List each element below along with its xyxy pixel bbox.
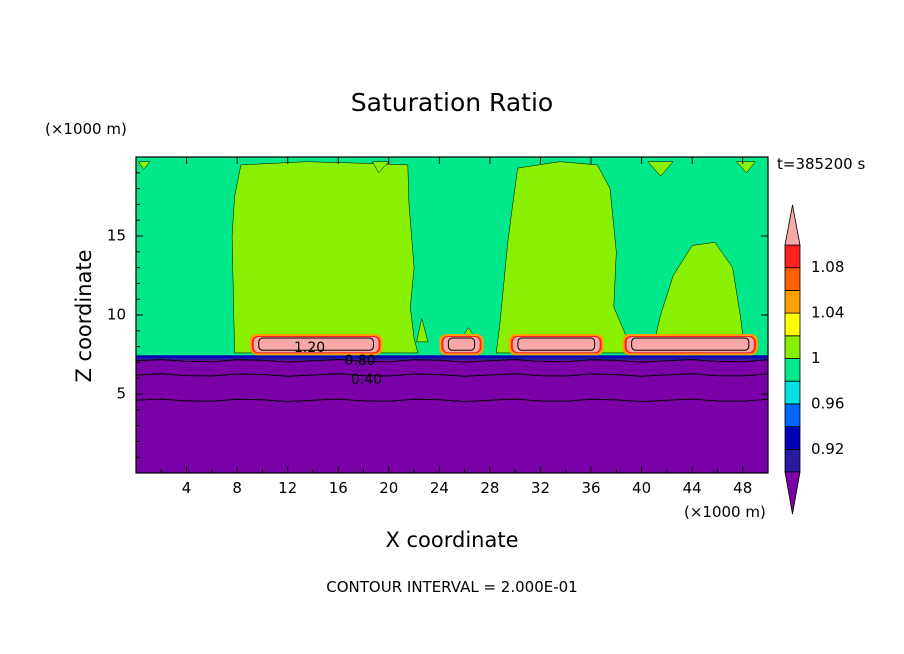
x-tick-label: 48: [733, 479, 752, 497]
contour-label: 0.80: [345, 353, 376, 369]
transition-band-dark: [136, 357, 768, 361]
colorbar-box: [784, 244, 801, 269]
y-tick-label: 15: [107, 227, 126, 245]
colorbar: 1.08 1.04 1 0.96 0.92: [784, 204, 844, 515]
transition-band: [136, 355, 768, 360]
colorbar-box: [784, 312, 801, 337]
cloud-plume: [231, 161, 419, 354]
chart-title: Saturation Ratio: [350, 88, 554, 117]
cloud-plume: [371, 161, 390, 174]
contour-lines: 1.20 0.80 0.40: [135, 337, 769, 403]
contour-label: 0.40: [351, 372, 382, 388]
contour-line-1.20: [258, 337, 374, 351]
colorbar-box: [784, 426, 801, 450]
time-label: t=385200 s: [777, 155, 866, 173]
colorbar-label: 1.08: [811, 258, 844, 276]
contour-line-0.40: [135, 373, 769, 377]
cloud-plume: [647, 161, 674, 177]
cloud-plume: [735, 161, 756, 174]
colorbar-label: 0.96: [811, 394, 844, 412]
supersaturated-patch-pink: [443, 336, 480, 353]
supersaturated-patch-pink: [253, 336, 379, 353]
colorbar-box: [784, 358, 801, 382]
supersaturated-patch-pink: [626, 336, 754, 353]
colorbar-box: [784, 448, 801, 473]
x-axis-label: X coordinate: [385, 528, 519, 552]
colorbar-label: 1: [811, 349, 821, 367]
x-tick-label: 28: [480, 479, 499, 497]
supersaturated-patch-pink: [512, 336, 600, 353]
colorbar-box: [784, 380, 801, 405]
colorbar-label: 1.04: [811, 304, 844, 322]
contour-line-0.80: [135, 359, 769, 363]
colorbar-box: [784, 403, 801, 427]
colorbar-box: [784, 335, 801, 359]
x-axis-units: (×1000 m): [684, 503, 766, 521]
x-tick-label: 12: [278, 479, 297, 497]
contour-label: 1.20: [294, 340, 325, 356]
colorbar-label: 0.92: [811, 440, 844, 458]
x-tick-label: 36: [581, 479, 600, 497]
x-tick-label: 44: [683, 479, 702, 497]
contour-line-0.20: [135, 398, 769, 403]
y-tick-label: 5: [116, 385, 126, 403]
x-tick-label: 20: [379, 479, 398, 497]
lower-subsaturated-region: [136, 357, 768, 473]
cloud-plume: [495, 161, 634, 354]
contour-line-1.20: [631, 337, 750, 351]
colorbar-box: [784, 289, 801, 314]
x-tick-label: 4: [182, 479, 192, 497]
cloud-plume: [416, 318, 429, 343]
x-tick-label: 32: [531, 479, 550, 497]
contour-line-1.20: [447, 337, 476, 351]
colorbar-bottom-arrow: [784, 471, 801, 515]
x-tick-label: 40: [632, 479, 651, 497]
y-tick-label: 10: [107, 306, 126, 324]
contour-interval-note: CONTOUR INTERVAL = 2.000E-01: [326, 578, 578, 596]
cloud-plume: [138, 161, 151, 171]
x-tick-label: 24: [430, 479, 449, 497]
colorbar-box: [784, 267, 801, 291]
contour-line-1.20: [517, 337, 596, 351]
x-tick-label: 16: [329, 479, 348, 497]
y-axis-units: (×1000 m): [45, 120, 127, 138]
x-tick-label: 8: [232, 479, 242, 497]
contour-fill-area: [136, 157, 768, 473]
colorbar-top-arrow: [784, 204, 801, 246]
